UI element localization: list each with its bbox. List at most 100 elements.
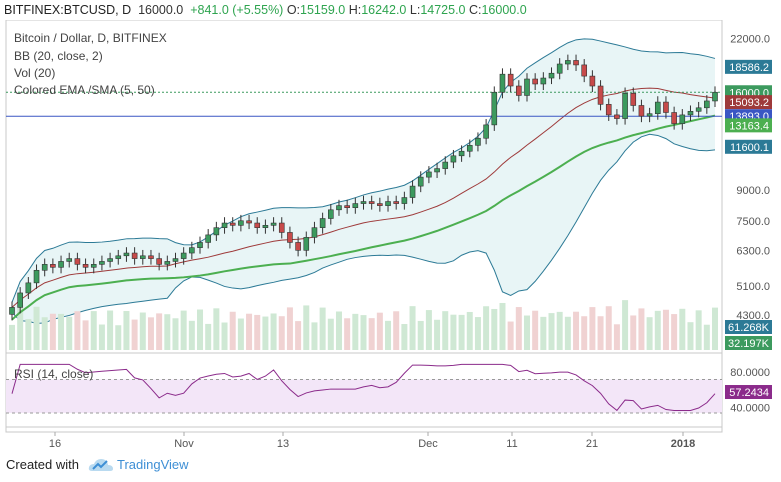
ema-sma-line [11, 114, 716, 321]
last-price: 16000.0 [138, 3, 184, 17]
candle-body [516, 85, 522, 96]
candle-body [712, 91, 718, 102]
candle-body [548, 72, 555, 79]
candle-body [99, 261, 105, 265]
volume-bar [221, 322, 228, 350]
volume-bar [147, 317, 154, 350]
volume-bar [581, 316, 588, 350]
volume-bar [703, 324, 710, 350]
tradingview-cloud-icon [88, 459, 113, 471]
candle-body [646, 113, 653, 117]
volume-bar [573, 311, 580, 350]
close-value: 16000.0 [481, 3, 527, 17]
volume-bar [507, 321, 514, 350]
footer: Created with TradingView [0, 452, 781, 482]
candle-body [213, 227, 220, 236]
legend-vol: Vol (20) [14, 66, 55, 80]
volume-bar [597, 316, 604, 350]
volume-bar [344, 318, 351, 350]
candle-body [442, 161, 449, 169]
time-axis: 16 Nov 13 Dec 11 21 2018 [49, 432, 695, 450]
rsi-tick-label: 80.0000 [730, 367, 770, 379]
volume-marker-label-bg [725, 336, 772, 350]
candle-body [679, 114, 686, 124]
volume-bar [409, 306, 416, 350]
volume-bar [646, 317, 653, 350]
price-marker-label: 18586.2 [729, 62, 769, 74]
candle-body [139, 255, 146, 259]
price-tick-label: 4300.0 [736, 310, 770, 322]
volume-bar [188, 320, 195, 350]
candle-body [303, 237, 310, 251]
candle-body [491, 91, 498, 126]
chart-grid [5, 20, 723, 433]
candle-body [344, 205, 350, 208]
candle-body [663, 101, 669, 113]
volume-bar [368, 318, 375, 350]
volume-bar [139, 312, 146, 350]
candle-body [466, 145, 473, 152]
candle-body [393, 201, 399, 204]
price-tick-label: 6300.0 [736, 245, 770, 257]
candle-body [164, 261, 171, 265]
price-marker-label-bg [725, 139, 772, 154]
volume-bar [107, 310, 114, 350]
bb-fill [12, 38, 715, 324]
volume-bar [213, 308, 220, 350]
legend-title: Bitcoin / Dollar, D, BITFINEX [14, 31, 167, 45]
volume-bar [662, 309, 669, 350]
candle-body [25, 282, 32, 294]
volume-bar [671, 314, 678, 350]
price-axis: 22000.011600.09000.07500.06300.05100.043… [725, 33, 772, 414]
volume-bar [556, 311, 563, 350]
volume-bar [393, 311, 400, 350]
candle-body [123, 252, 130, 257]
volume-bar [548, 313, 555, 350]
volume-bar [295, 321, 302, 350]
volume-bar [82, 320, 89, 350]
candle-body [614, 114, 620, 119]
candle-body [434, 168, 440, 173]
candle-body [581, 64, 588, 77]
tradingview-brand[interactable]: TradingView [117, 457, 189, 472]
candle-body [180, 252, 187, 259]
volume-bar [9, 324, 15, 350]
candle-body [156, 258, 162, 265]
volume-bar [499, 302, 506, 350]
volume-bar [417, 320, 424, 350]
volume-bar [74, 311, 81, 350]
candle-body [90, 264, 97, 268]
volume-bar [205, 323, 212, 350]
time-tick-label: 16 [49, 438, 61, 450]
symbol-label[interactable]: BITFINEX:BTCUSD, D [4, 3, 132, 17]
volume-marker-label: 61.268K [728, 322, 770, 334]
time-tick-label: Nov [174, 438, 194, 450]
candle-body [311, 227, 318, 238]
candle-body [107, 258, 113, 262]
bb-upper-line [11, 38, 716, 303]
candle-body [450, 155, 457, 163]
legend-rsi: RSI (14, close) [14, 367, 93, 381]
volume-bar [41, 317, 48, 350]
price-tick-label: 9000.0 [736, 185, 770, 197]
candle-body [295, 242, 301, 251]
candle-body [172, 258, 179, 262]
candle-body [573, 60, 579, 66]
volume-bar [327, 318, 334, 350]
price-chart[interactable]: 22000.011600.09000.07500.06300.05100.043… [0, 20, 781, 452]
candle-body [532, 78, 538, 85]
volume-bar [172, 318, 179, 350]
candle-body [540, 77, 547, 85]
price-marker-label-bg [725, 59, 772, 74]
candle-body [336, 205, 342, 211]
candle-body [58, 261, 64, 268]
volume-bar [638, 308, 645, 350]
volume-bar [335, 311, 342, 350]
volume-bar [58, 313, 65, 350]
candle-body [246, 220, 252, 224]
bollinger-bands [11, 38, 716, 324]
candle-body [605, 104, 612, 116]
volume-bar [605, 306, 612, 350]
candle-body [597, 85, 604, 105]
candle-body [82, 264, 89, 268]
